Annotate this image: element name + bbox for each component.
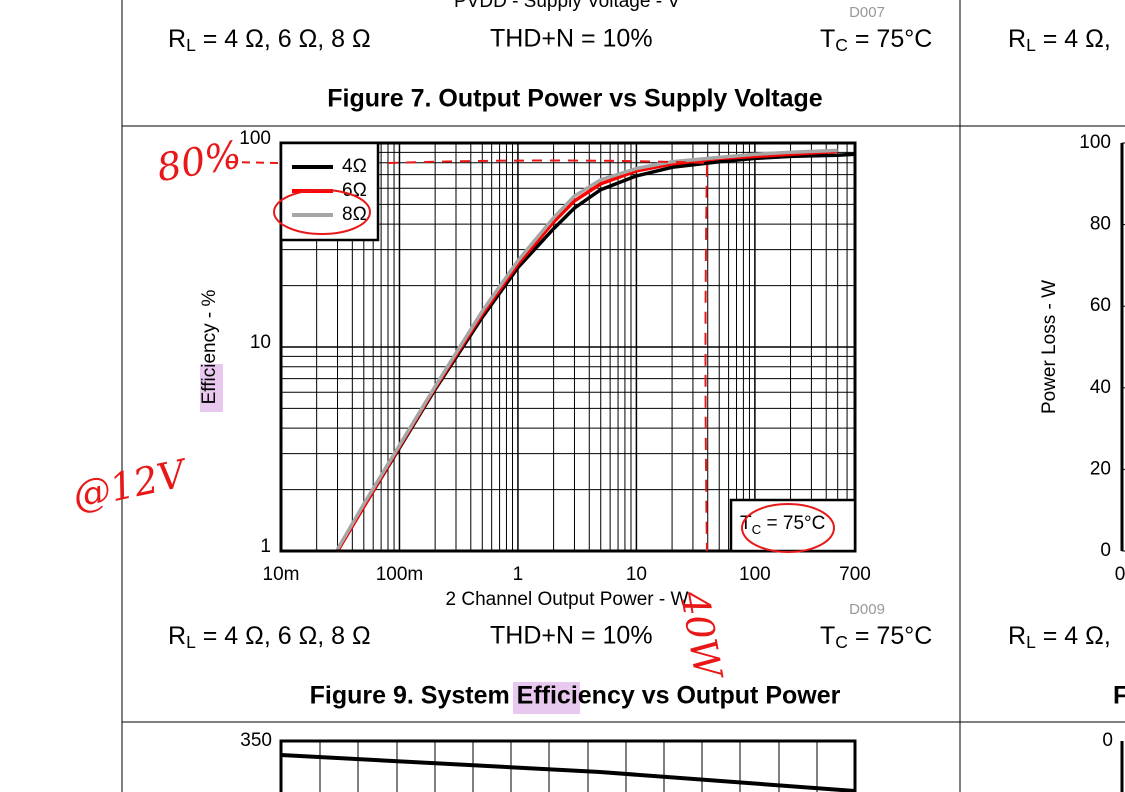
- hand-note: 80%: [154, 132, 245, 190]
- text-rest: = 4 Ω, 6 Ω, 8 Ω: [196, 622, 371, 650]
- plot-frame: [279, 141, 857, 553]
- subscript-text: RL = 4 Ω, 6 Ω, 8 Ω: [168, 25, 371, 55]
- hand-dash: [227, 161, 283, 165]
- text-main: T: [820, 25, 835, 53]
- text-rest: = 75°C: [848, 622, 932, 650]
- text-rest: = 75°C: [761, 513, 825, 534]
- x-tick-label: 100: [739, 564, 771, 585]
- subscript-text: TC = 75°C: [820, 25, 932, 55]
- text-sub: L: [1026, 35, 1036, 55]
- text-sub: C: [835, 632, 848, 652]
- condition: THD+N = 10%: [490, 25, 653, 53]
- hand-dash: [704, 164, 708, 552]
- hand-note: 40W: [672, 587, 731, 685]
- caption: F: [1113, 682, 1125, 710]
- y-tick-label: 60: [1090, 295, 1111, 316]
- x-tick-label: 1: [513, 564, 524, 585]
- y-tick-label: 0: [1100, 540, 1111, 561]
- y-tick-label: 1: [260, 536, 271, 557]
- x-tick-label: 10: [626, 564, 647, 585]
- search-highlight: [200, 364, 223, 412]
- x-tick-label: 100m: [376, 564, 424, 585]
- y-tick-label: 20: [1090, 458, 1111, 479]
- subscript-text: RL = 4 Ω,: [1008, 622, 1111, 652]
- figure-code: D009: [849, 601, 885, 618]
- plot: 4Ω 6Ω 8Ω TC = 75°C: [279, 141, 857, 553]
- text-sub: L: [186, 35, 196, 55]
- y-tick-label: 350: [240, 730, 272, 751]
- hand-note: @12V: [69, 451, 193, 518]
- y-tick-label: 0: [1102, 730, 1113, 751]
- y-tick-label: 100: [239, 128, 271, 149]
- subscript-text: TC = 75°C: [740, 513, 825, 537]
- caption: Figure 7. Output Power vs Supply Voltage: [327, 85, 823, 113]
- text-rest: = 4 Ω, 6 Ω, 8 Ω: [196, 25, 371, 53]
- x-tick-label: 0: [1115, 564, 1125, 585]
- y-tick-label: 100: [1079, 132, 1111, 153]
- bottom-curve: [280, 753, 856, 792]
- x-tick-label: 10m: [263, 564, 300, 585]
- plot-frame: [279, 739, 857, 792]
- legend-label: 4Ω: [342, 156, 367, 177]
- legend-label: 6Ω: [342, 180, 367, 201]
- caption: Figure 9. System Efficiency vs Output Po…: [310, 682, 841, 710]
- y-tick-label: 40: [1090, 377, 1111, 398]
- text-rest: = 4 Ω,: [1036, 622, 1111, 650]
- search-highlight: [513, 682, 580, 714]
- text-main: R: [168, 25, 186, 53]
- legend-label: 8Ω: [342, 204, 367, 225]
- text-main: R: [168, 622, 186, 650]
- subscript-text: TC = 75°C: [820, 622, 932, 652]
- x-tick-label: 700: [839, 564, 871, 585]
- text-main: T: [820, 622, 835, 650]
- text-main: R: [1008, 25, 1026, 53]
- hand-dash: [387, 159, 711, 164]
- y-axis-label: Power Loss - W: [1039, 280, 1060, 414]
- subscript-text: RL = 4 Ω,: [1008, 25, 1111, 55]
- text-sub: L: [1026, 632, 1036, 652]
- subscript-text: RL = 4 Ω, 6 Ω, 8 Ω: [168, 622, 371, 652]
- text-sub: L: [186, 632, 196, 652]
- handwriting: 80% @12V 40W: [69, 132, 835, 685]
- hand-circle: [741, 503, 835, 553]
- x-axis-label: 2 Channel Output Power - W: [446, 589, 689, 610]
- text-rest: = 4 Ω,: [1036, 25, 1111, 53]
- y-tick-label: 10: [250, 332, 271, 353]
- text-sub: C: [752, 522, 762, 537]
- y-axis-label: Efficiency - %: [199, 290, 220, 405]
- x-axis-label: PVDD - Supply Voltage - V: [454, 0, 680, 12]
- hand-circle: [273, 189, 371, 235]
- text-sub: C: [835, 35, 848, 55]
- condition: THD+N = 10%: [490, 622, 653, 650]
- figure-code: D007: [849, 4, 885, 21]
- text-rest: = 75°C: [848, 25, 932, 53]
- y-tick-label: 80: [1090, 214, 1111, 235]
- series-line: [335, 148, 838, 551]
- text-main: R: [1008, 622, 1026, 650]
